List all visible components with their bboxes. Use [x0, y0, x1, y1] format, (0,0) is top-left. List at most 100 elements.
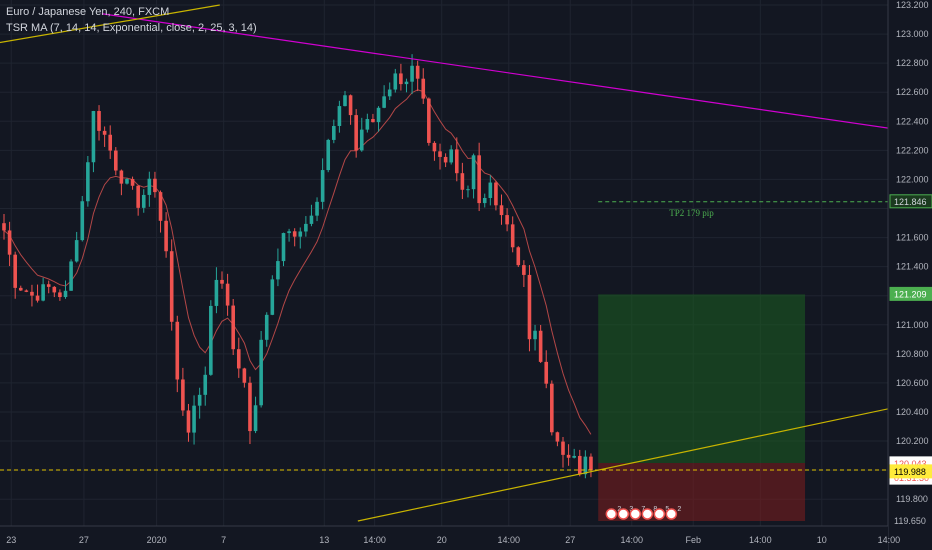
candle-body	[320, 170, 325, 202]
time-tick-label: 14:00	[749, 535, 772, 545]
trendline-yellow-lower[interactable]	[357, 401, 922, 522]
candle-body	[555, 432, 560, 442]
candle-body	[354, 115, 358, 151]
candle-body	[225, 283, 230, 306]
candle-body	[253, 405, 258, 432]
candle-body	[41, 284, 45, 301]
price-label-ma: 119.988	[894, 467, 926, 477]
candle-body	[130, 179, 135, 186]
candle-body	[91, 111, 96, 163]
candle-body	[181, 379, 185, 411]
price-tick-label: 122.000	[896, 174, 929, 184]
price-tick-label: 121.000	[896, 320, 929, 330]
candle-body	[505, 215, 509, 225]
price-label-bottom: 119.650	[894, 516, 926, 526]
candle-body	[141, 194, 146, 208]
candle-body	[197, 394, 202, 406]
event-markers[interactable]: 2 3 7 8 5 2	[605, 506, 681, 520]
event-marker[interactable]	[617, 508, 630, 520]
candle-body	[348, 95, 353, 116]
candle-body	[332, 125, 336, 140]
candle-body	[58, 292, 62, 298]
candle-body	[164, 220, 168, 252]
time-tick-label: 14:00	[878, 535, 901, 545]
candle-body	[298, 231, 303, 237]
event-marker[interactable]	[629, 508, 642, 520]
time-tick-label: 27	[565, 535, 575, 545]
candle-body	[192, 405, 196, 433]
price-tick-label: 119.800	[896, 494, 928, 504]
candle-body	[533, 330, 537, 340]
trendline-yellow-upper[interactable]	[0, 4, 220, 44]
ma-line	[3, 89, 592, 435]
candle-body	[494, 182, 498, 206]
candle-body	[443, 156, 448, 163]
candle-body	[304, 223, 308, 232]
candle-body	[309, 215, 314, 224]
candle-body	[387, 89, 392, 97]
candle-body	[382, 96, 386, 108]
candle-body	[30, 291, 34, 296]
time-tick-label: Feb	[685, 535, 701, 545]
candle-body	[136, 185, 140, 208]
candle-body	[97, 111, 101, 131]
trendlines[interactable]	[0, 4, 922, 522]
candle-body	[499, 205, 504, 216]
price-tick-label: 123.000	[896, 29, 929, 39]
candle-body	[24, 290, 29, 292]
candle-body	[13, 254, 17, 288]
candle-body	[248, 382, 252, 432]
event-marker-count: 3	[629, 506, 633, 513]
price-tick-label: 120.800	[896, 349, 929, 359]
candle-body	[315, 201, 319, 216]
candle-body	[404, 81, 409, 85]
price-tick-label: 121.600	[896, 233, 929, 243]
price-tick-label: 123.200	[896, 0, 929, 10]
event-marker-count: 8	[653, 506, 657, 513]
candle-body	[471, 155, 476, 190]
price-label-badge	[889, 513, 932, 528]
price-axis[interactable]: 123.200 123.000 122.800 122.600 122.400 122.2…	[887, 0, 932, 550]
time-tick-label: 10	[817, 535, 827, 545]
candle-body	[466, 189, 470, 191]
event-marker[interactable]	[641, 508, 654, 520]
price-label-target: 121.209	[894, 289, 927, 299]
time-axis[interactable]: 23 27 2020 7 13 14:00 20 14:00 27 14:00 Feb 14:00 10…	[0, 525, 901, 550]
moving-average	[3, 89, 592, 435]
candle-body	[410, 65, 414, 82]
candle-body	[35, 295, 40, 301]
event-marker[interactable]	[665, 508, 678, 520]
price-tick-label: 122.600	[896, 87, 929, 97]
candle-body	[80, 201, 85, 241]
candle-body	[119, 170, 124, 184]
candle-body	[477, 155, 481, 204]
event-marker[interactable]	[653, 508, 666, 520]
candle-body	[18, 287, 23, 291]
candle-body	[393, 73, 398, 90]
candle-body	[259, 339, 263, 406]
price-label-tp2: 121.846	[894, 197, 927, 207]
candle-body	[415, 65, 420, 79]
candle-body	[421, 78, 426, 99]
candle-body	[175, 321, 180, 380]
price-tick-label: 122.800	[896, 58, 929, 68]
event-marker[interactable]	[605, 508, 618, 520]
candle-body	[527, 274, 532, 340]
candle-body	[544, 361, 549, 384]
trendline-magenta[interactable]	[101, 13, 922, 134]
event-marker-count: 2	[617, 506, 621, 513]
candle-body	[343, 95, 347, 107]
event-marker-count: 2	[677, 506, 681, 513]
tp2-annotation: TP2 179 pip	[669, 208, 714, 218]
candle-body	[63, 290, 68, 298]
candle-body	[376, 107, 381, 123]
time-tick-label: 27	[79, 535, 89, 545]
candle-body	[399, 73, 403, 85]
candle-body	[69, 261, 73, 291]
candle-body	[516, 247, 521, 266]
time-tick-label: 23	[6, 535, 16, 545]
candle-body	[236, 349, 241, 369]
event-marker-count: 7	[641, 506, 645, 513]
time-tick-label: 13	[319, 535, 329, 545]
